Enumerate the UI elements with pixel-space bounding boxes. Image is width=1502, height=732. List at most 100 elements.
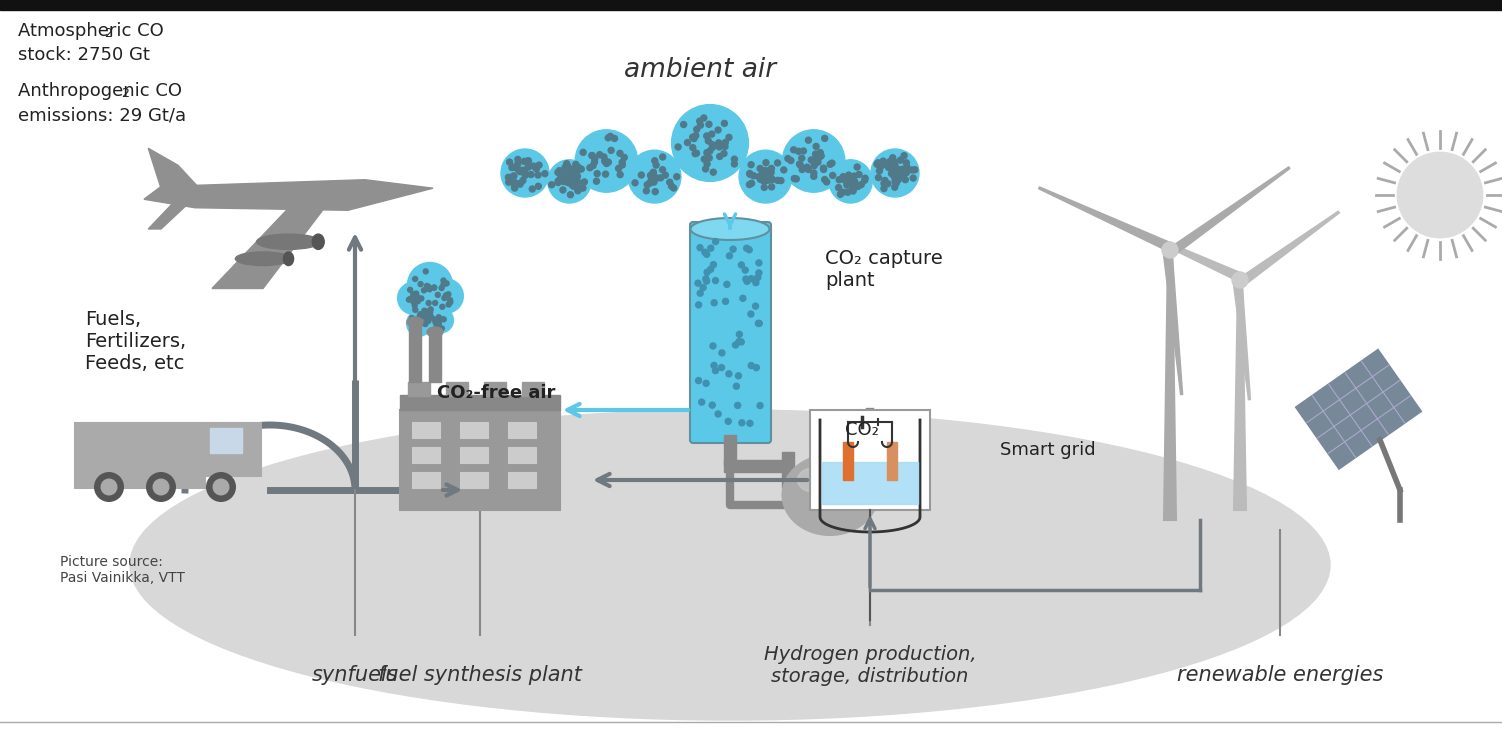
Circle shape <box>736 339 742 345</box>
Circle shape <box>523 171 529 176</box>
Circle shape <box>895 168 901 173</box>
Circle shape <box>733 342 739 348</box>
Circle shape <box>436 315 442 320</box>
Circle shape <box>410 292 416 296</box>
Circle shape <box>427 312 433 317</box>
Circle shape <box>793 176 799 182</box>
Circle shape <box>671 105 748 182</box>
Circle shape <box>671 185 677 191</box>
Circle shape <box>743 278 749 284</box>
Circle shape <box>602 158 608 164</box>
Circle shape <box>855 164 861 170</box>
Circle shape <box>847 182 853 187</box>
Circle shape <box>416 321 422 325</box>
Circle shape <box>855 184 861 190</box>
Circle shape <box>572 176 578 182</box>
Text: Smart grid: Smart grid <box>1000 441 1095 459</box>
Circle shape <box>526 164 532 171</box>
Circle shape <box>837 176 843 183</box>
Circle shape <box>595 171 601 176</box>
Circle shape <box>412 326 416 331</box>
Circle shape <box>428 314 433 319</box>
Circle shape <box>548 160 590 203</box>
Circle shape <box>746 171 753 177</box>
Circle shape <box>575 130 638 193</box>
Circle shape <box>796 161 802 167</box>
Circle shape <box>424 269 428 274</box>
Bar <box>888 442 897 480</box>
Circle shape <box>695 378 701 384</box>
Circle shape <box>398 282 430 315</box>
Circle shape <box>448 300 452 305</box>
Circle shape <box>706 138 712 144</box>
Circle shape <box>147 473 176 501</box>
Circle shape <box>445 281 449 286</box>
Polygon shape <box>1169 167 1290 255</box>
Ellipse shape <box>131 410 1329 720</box>
Circle shape <box>704 269 710 275</box>
Circle shape <box>882 181 888 187</box>
Circle shape <box>446 292 451 296</box>
Circle shape <box>829 160 873 203</box>
Circle shape <box>877 164 883 170</box>
Polygon shape <box>1163 250 1182 395</box>
Circle shape <box>608 147 614 154</box>
Circle shape <box>704 251 709 257</box>
Circle shape <box>602 171 608 177</box>
Circle shape <box>718 365 724 370</box>
Circle shape <box>647 178 653 184</box>
Circle shape <box>431 285 437 290</box>
Bar <box>724 435 736 465</box>
Circle shape <box>412 293 416 298</box>
Circle shape <box>413 323 418 328</box>
Circle shape <box>650 169 656 175</box>
Circle shape <box>650 176 656 182</box>
Circle shape <box>816 159 822 165</box>
Circle shape <box>574 167 580 173</box>
Circle shape <box>829 173 835 179</box>
Circle shape <box>811 158 817 164</box>
Circle shape <box>436 292 440 297</box>
Circle shape <box>407 311 431 336</box>
Circle shape <box>847 180 853 186</box>
Circle shape <box>733 384 739 389</box>
Bar <box>508 472 536 488</box>
Text: Fuels,
Fertilizers,
Feeds, etc: Fuels, Fertilizers, Feeds, etc <box>86 310 186 373</box>
Circle shape <box>852 179 858 184</box>
Circle shape <box>578 166 584 172</box>
Circle shape <box>575 179 581 186</box>
Circle shape <box>407 288 413 292</box>
Circle shape <box>607 133 613 139</box>
Circle shape <box>769 176 775 183</box>
Circle shape <box>753 280 759 285</box>
Circle shape <box>748 180 754 187</box>
Circle shape <box>737 339 743 345</box>
Circle shape <box>844 174 850 180</box>
Circle shape <box>434 326 439 331</box>
Circle shape <box>512 185 518 191</box>
Circle shape <box>757 165 763 171</box>
Circle shape <box>725 418 731 425</box>
Circle shape <box>746 171 753 176</box>
Circle shape <box>898 157 903 163</box>
Circle shape <box>412 296 418 302</box>
Circle shape <box>562 176 568 182</box>
Polygon shape <box>1131 228 1244 282</box>
Circle shape <box>697 118 703 124</box>
Circle shape <box>850 188 856 194</box>
Text: renewable energies: renewable energies <box>1176 665 1383 685</box>
Circle shape <box>413 291 419 296</box>
Circle shape <box>889 171 895 176</box>
Circle shape <box>506 179 512 185</box>
Circle shape <box>769 176 775 182</box>
Circle shape <box>412 298 418 303</box>
Circle shape <box>572 166 578 172</box>
Circle shape <box>559 177 565 183</box>
Text: emissions: 29 Gt/a: emissions: 29 Gt/a <box>18 106 186 124</box>
Circle shape <box>822 176 828 182</box>
Bar <box>484 382 506 396</box>
Circle shape <box>565 179 571 186</box>
Circle shape <box>852 173 858 179</box>
Circle shape <box>775 177 781 183</box>
Circle shape <box>565 164 571 170</box>
